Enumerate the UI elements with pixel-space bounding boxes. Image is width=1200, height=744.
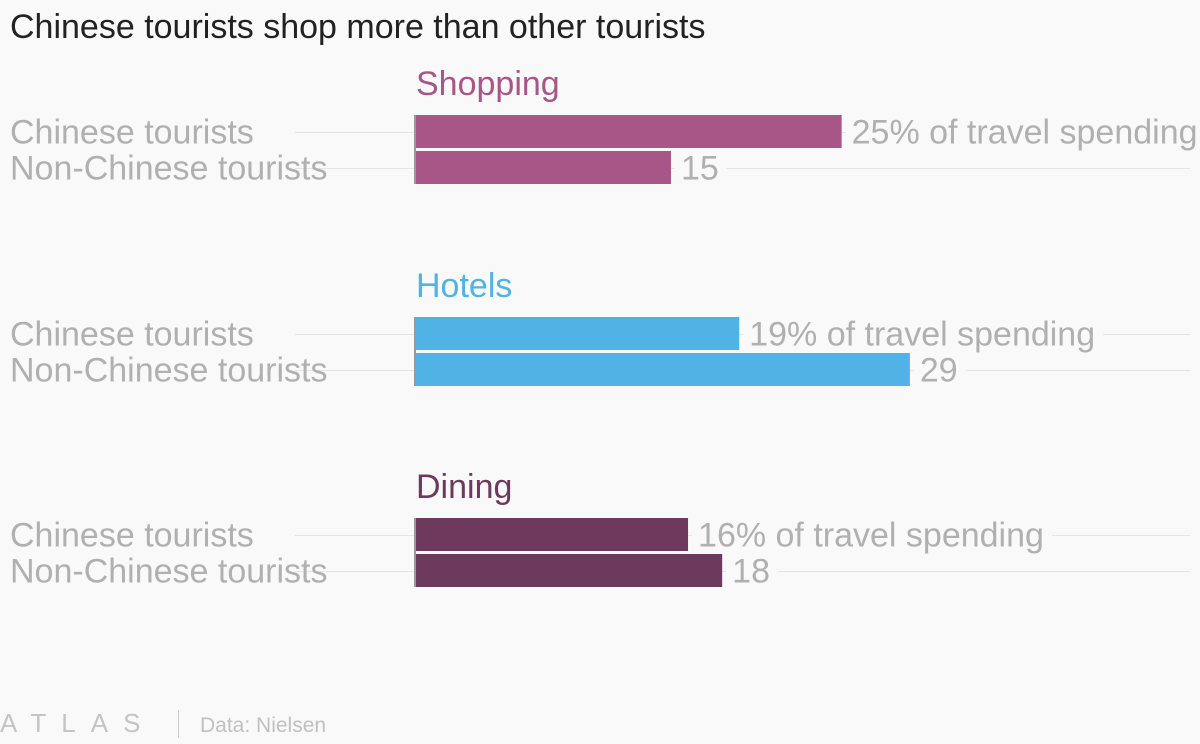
category-label: Chinese tourists [10, 114, 254, 152]
category-label: Chinese tourists [10, 316, 254, 354]
atlas-logo: ATLAS [0, 708, 156, 738]
value-label-background [913, 354, 966, 386]
bar-shopping [415, 115, 842, 148]
category-label: Non-Chinese tourists [10, 352, 327, 390]
bar-hotels [415, 353, 910, 386]
value-label: 19% of travel spending [749, 316, 1095, 354]
value-label: 18 [732, 553, 770, 591]
value-label-background [743, 318, 1104, 350]
value-label-background [845, 116, 1200, 148]
category-label: Non-Chinese tourists [10, 150, 327, 188]
value-label: 16% of travel spending [698, 517, 1044, 555]
category-label: Chinese tourists [10, 517, 254, 555]
source-note: Data: Nielsen [200, 714, 327, 737]
footer-divider [178, 710, 179, 738]
panel-title-hotels: Hotels [416, 267, 512, 305]
chart-title: Chinese tourists shop more than other to… [10, 8, 706, 46]
value-label: 15 [681, 150, 719, 188]
value-label: 29 [920, 352, 958, 390]
value-label: 25% of travel spending [852, 114, 1198, 152]
panel-title-shopping: Shopping [416, 65, 560, 103]
value-label-background [674, 152, 727, 184]
category-label: Non-Chinese tourists [10, 553, 327, 591]
value-label-background [692, 519, 1052, 551]
bar-shopping [415, 151, 671, 184]
bar-dining [415, 518, 689, 551]
footer: ATLAS Data: Nielsen [0, 706, 1200, 742]
value-label-background [726, 555, 779, 587]
bar-hotels [415, 317, 740, 350]
bar-dining [415, 554, 723, 587]
chart-area: Shopping Chinese tourists 25% of travel sp… [10, 65, 1200, 591]
panel-title-dining: Dining [416, 468, 512, 506]
